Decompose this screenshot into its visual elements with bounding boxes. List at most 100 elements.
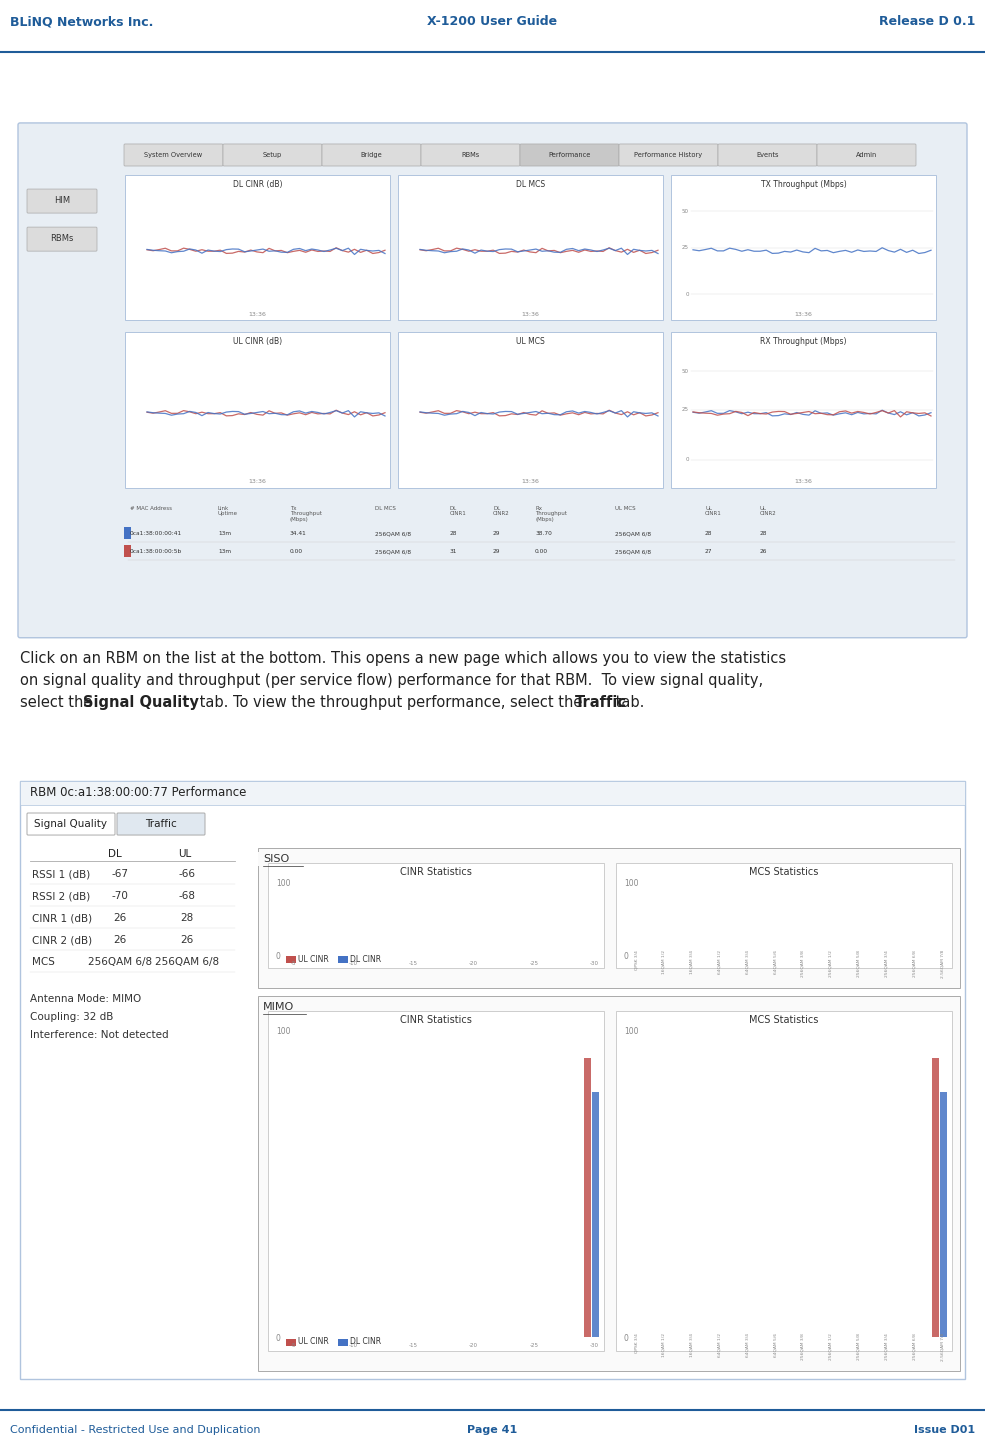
Text: UL MCS: UL MCS <box>516 336 545 346</box>
Text: 256QAM 6/8: 256QAM 6/8 <box>912 1333 916 1359</box>
Text: 0: 0 <box>686 457 689 462</box>
FancyBboxPatch shape <box>223 144 322 166</box>
Text: -5: -5 <box>291 961 296 965</box>
FancyBboxPatch shape <box>18 123 967 638</box>
Text: Confidential - Restricted Use and Duplication: Confidential - Restricted Use and Duplic… <box>10 1426 260 1436</box>
Text: RX Throughput (Mbps): RX Throughput (Mbps) <box>760 336 847 346</box>
Text: -20: -20 <box>469 961 478 965</box>
Text: Rx
Throughput
(Mbps): Rx Throughput (Mbps) <box>535 505 567 522</box>
FancyBboxPatch shape <box>619 144 718 166</box>
Bar <box>124 527 131 538</box>
Text: Page 41: Page 41 <box>467 1426 518 1436</box>
Text: UL MCS: UL MCS <box>615 505 635 511</box>
Text: UL
CINR1: UL CINR1 <box>705 505 722 517</box>
Text: 256QAM 6/8: 256QAM 6/8 <box>615 550 651 554</box>
Text: -5: -5 <box>291 1343 296 1348</box>
Bar <box>20 781 965 1380</box>
Text: Events: Events <box>756 152 779 157</box>
Text: Antenna Mode: MIMO: Antenna Mode: MIMO <box>30 994 141 1004</box>
Bar <box>286 957 296 964</box>
Text: -70: -70 <box>111 892 128 900</box>
Text: Traffic: Traffic <box>575 696 627 710</box>
Bar <box>940 1092 947 1336</box>
Text: 0.00: 0.00 <box>290 550 303 554</box>
Text: -68: -68 <box>178 892 195 900</box>
Text: 16QAM 3/4: 16QAM 3/4 <box>690 951 693 974</box>
Text: DL CINR (dB): DL CINR (dB) <box>232 179 283 189</box>
Bar <box>268 863 604 968</box>
Text: Signal Quality: Signal Quality <box>83 696 199 710</box>
Text: UL CINR: UL CINR <box>298 955 329 964</box>
Text: 29: 29 <box>493 531 500 535</box>
FancyBboxPatch shape <box>124 144 223 166</box>
Text: MCS Statistics: MCS Statistics <box>750 867 819 877</box>
Text: X-1200 User Guide: X-1200 User Guide <box>427 16 558 29</box>
FancyBboxPatch shape <box>671 175 936 320</box>
Text: 64QAM 5/6: 64QAM 5/6 <box>773 1333 777 1356</box>
FancyBboxPatch shape <box>718 144 817 166</box>
Text: Release D 0.1: Release D 0.1 <box>879 16 975 29</box>
Text: 100: 100 <box>624 879 638 887</box>
Text: Signal Quality: Signal Quality <box>34 820 107 830</box>
Text: DL
CINR2: DL CINR2 <box>493 505 510 517</box>
Text: 256QAM 6/8: 256QAM 6/8 <box>155 957 219 967</box>
Text: 256QAM 6/8: 256QAM 6/8 <box>912 951 916 977</box>
Text: tab. To view the throughput performance, select the: tab. To view the throughput performance,… <box>195 696 587 710</box>
Text: 26: 26 <box>113 913 127 924</box>
Bar <box>932 1058 939 1336</box>
Text: 0: 0 <box>624 952 628 961</box>
Text: 13m: 13m <box>218 531 231 535</box>
Text: 13:36: 13:36 <box>795 479 813 483</box>
Text: 256QAM 5/8: 256QAM 5/8 <box>857 951 861 977</box>
Text: -66: -66 <box>178 869 195 879</box>
Text: DL CINR: DL CINR <box>350 1338 381 1346</box>
FancyBboxPatch shape <box>27 189 97 214</box>
Text: 13:36: 13:36 <box>248 312 266 316</box>
Text: MIMO: MIMO <box>263 1003 295 1013</box>
Bar <box>338 957 348 964</box>
Text: 256QAM 6/8: 256QAM 6/8 <box>375 531 411 535</box>
Text: DL MCS: DL MCS <box>375 505 396 511</box>
Text: -10: -10 <box>349 1343 358 1348</box>
Text: 13:36: 13:36 <box>522 312 540 316</box>
Bar <box>124 544 131 557</box>
Bar <box>258 996 960 1371</box>
Text: 28: 28 <box>760 531 767 535</box>
Text: 0: 0 <box>686 291 689 297</box>
Text: SISO: SISO <box>263 854 290 864</box>
Text: Interference: Not detected: Interference: Not detected <box>30 1030 168 1040</box>
Text: 100: 100 <box>624 1027 638 1036</box>
FancyBboxPatch shape <box>520 144 619 166</box>
Text: 256QAM 3/8: 256QAM 3/8 <box>801 951 805 977</box>
Text: 25: 25 <box>682 407 689 413</box>
Text: 38.70: 38.70 <box>535 531 552 535</box>
Text: 13:36: 13:36 <box>522 479 540 483</box>
Text: 16QAM 3/4: 16QAM 3/4 <box>690 1333 693 1356</box>
Text: select the: select the <box>20 696 97 710</box>
Text: 256QAM 5/8: 256QAM 5/8 <box>857 1333 861 1359</box>
Text: UL
CINR2: UL CINR2 <box>760 505 777 517</box>
Text: Tx
Throughput
(Mbps): Tx Throughput (Mbps) <box>290 505 322 522</box>
Text: 29: 29 <box>493 550 500 554</box>
Text: on signal quality and throughput (per service flow) performance for that RBM.  T: on signal quality and throughput (per se… <box>20 672 763 688</box>
Text: Setup: Setup <box>263 152 282 157</box>
Text: 16QAM 1/2: 16QAM 1/2 <box>662 1333 666 1356</box>
Text: 256QAM 1/2: 256QAM 1/2 <box>828 1333 832 1359</box>
Text: Traffic: Traffic <box>145 820 177 830</box>
Text: -25: -25 <box>529 961 538 965</box>
Text: 16QAM 1/2: 16QAM 1/2 <box>662 951 666 974</box>
Text: 26: 26 <box>760 550 767 554</box>
Text: 64QAM 1/2: 64QAM 1/2 <box>717 1333 721 1356</box>
Text: RSSI 1 (dB): RSSI 1 (dB) <box>32 869 91 879</box>
Text: 34.41: 34.41 <box>290 531 306 535</box>
Bar <box>616 863 952 968</box>
Text: 28: 28 <box>705 531 712 535</box>
Text: -10: -10 <box>349 961 358 965</box>
Text: TX Throughput (Mbps): TX Throughput (Mbps) <box>760 179 846 189</box>
Text: 0: 0 <box>276 952 281 961</box>
Text: RBMs: RBMs <box>461 152 480 157</box>
Text: 26: 26 <box>180 935 194 945</box>
Text: 256QAM 6/8: 256QAM 6/8 <box>88 957 152 967</box>
Text: -25: -25 <box>529 1343 538 1348</box>
Text: 2.56QAM 7/8: 2.56QAM 7/8 <box>940 1333 944 1361</box>
